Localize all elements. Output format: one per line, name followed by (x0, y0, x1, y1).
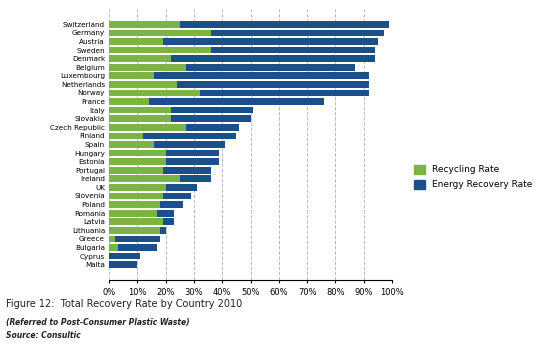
Bar (163, 193, 191, 199)
Bar (109, 90, 200, 96)
Bar (109, 81, 177, 88)
Bar (180, 175, 211, 182)
Bar (157, 210, 174, 216)
Text: Figure 12:  Total Recovery Rate by Country 2010: Figure 12: Total Recovery Rate by Countr… (6, 299, 242, 309)
Bar (185, 124, 239, 131)
Bar (177, 81, 370, 88)
Bar (166, 184, 197, 191)
Bar (109, 184, 166, 191)
Bar (109, 201, 160, 208)
Bar (109, 107, 171, 114)
Bar (109, 73, 155, 79)
Legend: Recycling Rate, Energy Recovery Rate: Recycling Rate, Energy Recovery Rate (410, 161, 536, 193)
Bar (109, 132, 143, 139)
Bar (109, 115, 171, 122)
Bar (171, 55, 375, 62)
Bar (109, 150, 166, 157)
Bar (109, 141, 155, 148)
Bar (166, 158, 220, 165)
Bar (149, 98, 324, 105)
Bar (155, 73, 370, 79)
Bar (200, 90, 370, 96)
Bar (109, 253, 141, 259)
Bar (109, 227, 160, 234)
Bar (211, 30, 384, 36)
Bar (163, 218, 174, 225)
Bar (163, 38, 378, 45)
Bar (109, 98, 149, 105)
Bar (109, 124, 185, 131)
Bar (171, 115, 251, 122)
Bar (109, 38, 163, 45)
Bar (180, 21, 389, 28)
Bar (109, 158, 166, 165)
Bar (109, 55, 171, 62)
Bar (143, 132, 236, 139)
Bar (109, 47, 211, 53)
Bar (155, 141, 225, 148)
Bar (109, 30, 211, 36)
Bar (109, 218, 163, 225)
Bar (109, 210, 157, 216)
Text: Source: Consultic: Source: Consultic (6, 331, 80, 340)
Bar (109, 261, 138, 268)
Bar (109, 236, 115, 242)
Bar (118, 244, 157, 251)
Bar (211, 47, 375, 53)
Bar (109, 167, 163, 174)
Bar (163, 167, 211, 174)
Bar (160, 227, 166, 234)
Bar (109, 175, 180, 182)
Bar (185, 64, 355, 71)
Bar (166, 150, 220, 157)
Bar (109, 64, 185, 71)
Bar (115, 236, 160, 242)
Bar (171, 107, 254, 114)
Bar (160, 201, 183, 208)
Bar (109, 193, 163, 199)
Bar (109, 244, 118, 251)
Text: (Referred to Post-Consumer Plastic Waste): (Referred to Post-Consumer Plastic Waste… (6, 318, 189, 327)
Bar (109, 21, 180, 28)
